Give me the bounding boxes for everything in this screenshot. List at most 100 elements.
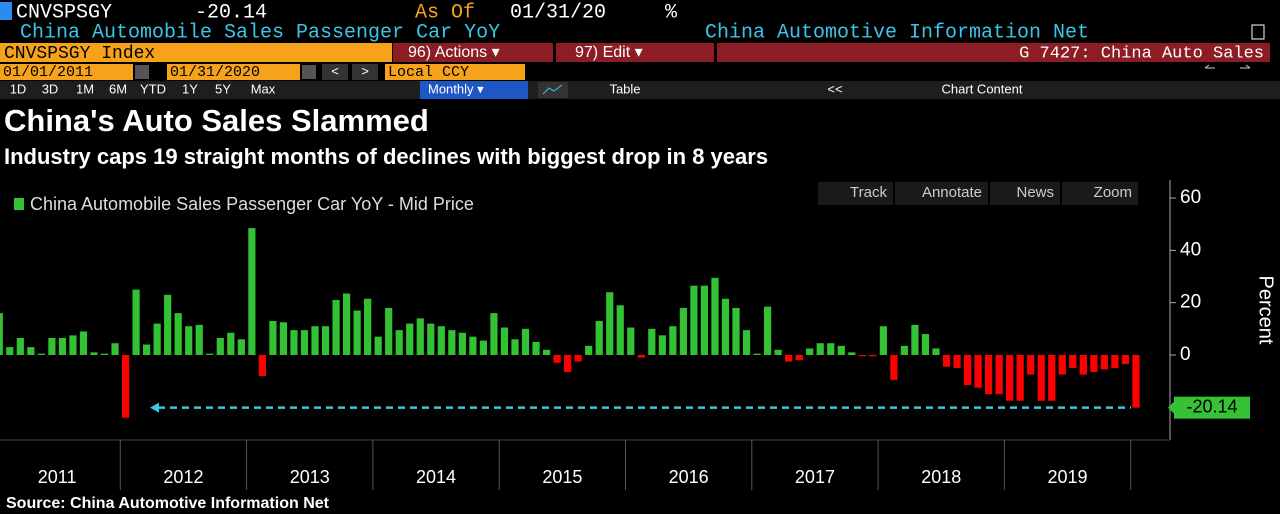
bar	[79, 331, 88, 355]
next-button[interactable]	[352, 64, 378, 80]
bar	[553, 354, 561, 363]
bar	[269, 320, 277, 355]
bar	[469, 336, 477, 355]
y-axis-label: Percent	[1255, 276, 1277, 345]
period-button[interactable]: 6M	[109, 81, 127, 96]
tool-button[interactable]	[818, 182, 893, 205]
bar	[690, 285, 698, 355]
bar	[763, 306, 772, 355]
y-tick-label: 40	[1180, 239, 1201, 260]
security-field[interactable]	[0, 43, 392, 62]
collapse-button[interactable]: <<	[827, 81, 842, 96]
x-tick-label: 2012	[163, 467, 203, 487]
bar	[185, 326, 193, 355]
security: CNVSPSGY Index	[4, 44, 155, 64]
y-tick-label: 0	[1180, 344, 1191, 365]
bar	[700, 285, 709, 355]
frequency-button[interactable]	[420, 81, 528, 99]
bar	[48, 337, 56, 355]
unit: %	[665, 1, 678, 24]
chart-title: China's Auto Sales Slammed	[4, 103, 429, 138]
prev-button[interactable]	[322, 64, 348, 80]
bar	[932, 348, 940, 355]
bar	[542, 349, 551, 355]
tool-label: Zoom	[1094, 184, 1132, 201]
bar	[416, 318, 424, 355]
period-button[interactable]: 1Y	[182, 81, 198, 96]
bar	[637, 354, 645, 358]
bar	[1058, 354, 1066, 375]
bar	[900, 345, 909, 355]
bar	[490, 313, 498, 355]
tool-button[interactable]	[1062, 182, 1138, 205]
bar	[837, 345, 845, 355]
x-tick-label: 2013	[290, 467, 330, 487]
bar	[427, 323, 435, 355]
bar	[1121, 354, 1130, 365]
period-button[interactable]: 1D	[10, 81, 27, 96]
bar	[290, 330, 298, 355]
as-of-date: 01/31/20	[510, 1, 606, 24]
currency-field[interactable]	[385, 64, 525, 80]
bar	[321, 326, 330, 355]
period-button[interactable]: 1M	[76, 81, 94, 96]
calendar-icon[interactable]	[302, 65, 316, 79]
start-date-field[interactable]	[0, 64, 133, 80]
bar	[774, 349, 782, 355]
period-button[interactable]: YTD	[140, 81, 166, 96]
bar	[311, 326, 319, 355]
bar	[974, 354, 982, 388]
bar	[711, 277, 719, 355]
tool-button[interactable]	[895, 182, 988, 205]
bar	[890, 354, 898, 380]
tool-button[interactable]	[990, 182, 1060, 205]
bar	[1027, 354, 1035, 375]
bar	[206, 353, 214, 355]
bar	[532, 341, 540, 355]
end-date-field[interactable]	[167, 64, 300, 80]
bar	[385, 307, 393, 355]
bar	[879, 326, 887, 355]
export-icon[interactable]	[1251, 24, 1265, 40]
bar	[111, 343, 119, 355]
bar	[648, 328, 656, 355]
bar	[511, 339, 519, 355]
bar	[753, 353, 761, 355]
bar	[90, 352, 98, 355]
tool-label: Annotate	[922, 184, 982, 201]
bar	[237, 339, 245, 355]
bar	[69, 335, 77, 355]
period-button[interactable]: 5Y	[215, 81, 231, 96]
bar	[164, 294, 172, 355]
bar	[364, 298, 372, 355]
x-tick-label: 2019	[1048, 467, 1088, 487]
actions-button[interactable]	[393, 43, 553, 62]
undo-redo-icons[interactable]	[1204, 64, 1251, 69]
bar	[658, 335, 666, 355]
bar	[564, 354, 572, 372]
bar	[195, 324, 203, 355]
next: >	[361, 63, 369, 78]
period-button[interactable]: 3D	[42, 81, 59, 96]
period-button[interactable]: Max	[251, 81, 276, 96]
bar	[1100, 354, 1108, 370]
x-tick-label: 2017	[795, 467, 835, 487]
bar	[174, 313, 182, 355]
bar	[1090, 354, 1098, 372]
calendar-icon[interactable]	[135, 65, 149, 79]
edit-button[interactable]	[556, 43, 714, 62]
bar	[963, 354, 972, 386]
page-name: G 7427: China Auto Sales	[1019, 44, 1264, 63]
last-value-arrow	[150, 402, 159, 413]
bar	[616, 305, 624, 355]
bar	[374, 336, 382, 355]
x-tick-label: 2018	[921, 467, 961, 487]
bar	[16, 337, 24, 355]
bar	[437, 326, 445, 355]
chart-subtitle: Industry caps 19 straight months of decl…	[4, 144, 768, 169]
chart-content-button[interactable]: Chart Content	[942, 81, 1023, 96]
table-button[interactable]: Table	[609, 81, 640, 96]
x-tick-label: 2015	[542, 467, 582, 487]
last-value-box	[1174, 396, 1250, 419]
